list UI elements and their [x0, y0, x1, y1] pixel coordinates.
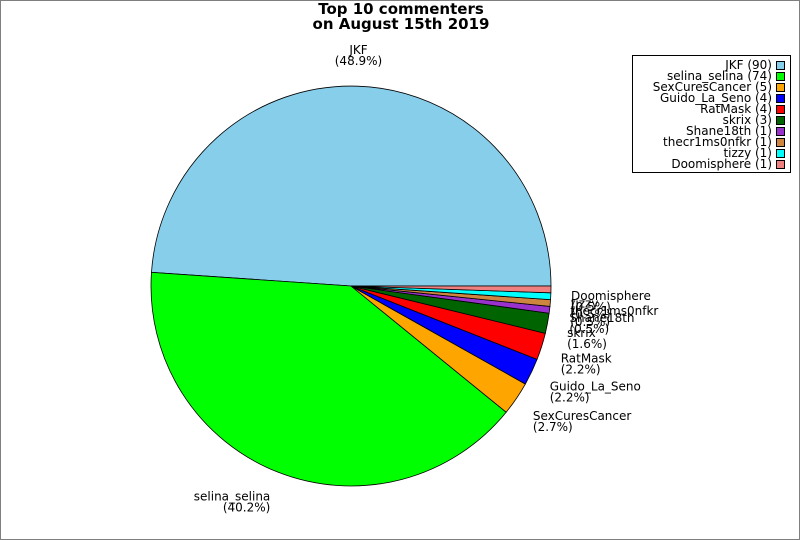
legend-label: thecr1ms0nfkr (1): [663, 135, 772, 149]
slice-label-doomisphere: Doomisphere: [571, 289, 651, 303]
slice-label-selina-selina: selina_selina: [194, 490, 271, 504]
legend-item-doomisphere: Doomisphere (1): [633, 157, 790, 171]
legend-label: Guido_La_Seno (4): [660, 91, 772, 105]
legend-swatch: [776, 138, 785, 147]
legend-label: skrix (3): [722, 113, 772, 127]
legend-swatch: [776, 83, 785, 92]
legend-item-guido-la-seno: Guido_La_Seno (4): [633, 91, 790, 105]
slice-percent-sexcurescancer: (2.7%): [533, 420, 573, 434]
slice-percent-selina-selina: (40.2%): [223, 501, 270, 515]
legend-swatch: [776, 61, 785, 70]
chart-title-line-1: Top 10 commenters: [318, 0, 484, 18]
legend-swatch: [776, 160, 785, 169]
slice-percent-shane18th: (0.5%): [569, 322, 609, 336]
legend-item-thecr1ms0nfkr: thecr1ms0nfkr (1): [633, 135, 790, 149]
chart-title: Top 10 commenters on August 15th 2019: [1, 0, 799, 33]
legend-item-sexcurescancer: SexCuresCancer (5): [633, 80, 790, 94]
slice-label-sexcurescancer: SexCuresCancer: [533, 409, 631, 423]
slice-label-tizzy: tizzy: [571, 296, 599, 310]
legend-label: Doomisphere (1): [671, 157, 772, 171]
legend-label: Shane18th (1): [686, 124, 772, 138]
legend-swatch: [776, 72, 785, 81]
legend-swatch: [776, 94, 785, 103]
slice-percent-jkf: (48.9%): [335, 54, 382, 68]
slice-percent-doomisphere: (0.5%): [571, 300, 611, 314]
legend-swatch: [776, 127, 785, 136]
pie-slice-selina-selina: [150, 271, 507, 487]
legend-item-tizzy: tizzy (1): [633, 146, 790, 160]
legend-label: selina_selina (74): [667, 69, 772, 83]
legend-item-ratmask: RatMask (4): [633, 102, 790, 116]
slice-percent-ratmask: (2.2%): [561, 363, 601, 377]
slice-percent-thecr1ms0nfkr: (0.5%): [570, 315, 610, 329]
legend-label: JKF (90): [725, 58, 772, 72]
slice-percent-tizzy: (0.5%): [571, 307, 611, 321]
slice-label-jkf: JKF: [348, 43, 367, 57]
legend: JKF (90) selina_selina (74) SexCuresCancer…: [632, 55, 791, 173]
legend-item-jkf: JKF (90): [633, 58, 790, 72]
slice-label-thecr1ms0nfkr: thecr1ms0nfkr: [570, 304, 658, 318]
legend-swatch: [776, 149, 785, 158]
legend-label: RatMask (4): [700, 102, 772, 116]
slice-label-ratmask: RatMask: [561, 352, 612, 366]
legend-swatch: [776, 105, 785, 114]
legend-item-shane18th: Shane18th (1): [633, 124, 790, 138]
slice-label-skrix: skrix: [567, 326, 596, 340]
legend-swatch: [776, 116, 785, 125]
slice-percent-guido-la-seno: (2.2%): [550, 391, 590, 405]
pie-slice-jkf: [151, 85, 552, 287]
slice-label-shane18th: Shane18th: [569, 311, 634, 325]
slice-label-guido-la-seno: Guido_La_Seno: [550, 380, 641, 394]
legend-label: SexCuresCancer (5): [652, 80, 772, 94]
legend-label: tizzy (1): [723, 146, 772, 160]
legend-item-skrix: skrix (3): [633, 113, 790, 127]
pie-slice-doomisphere: [350, 285, 552, 294]
legend-item-selina-selina: selina_selina (74): [633, 69, 790, 83]
slice-percent-skrix: (1.6%): [567, 337, 607, 351]
chart-title-line-2: on August 15th 2019: [312, 15, 490, 33]
